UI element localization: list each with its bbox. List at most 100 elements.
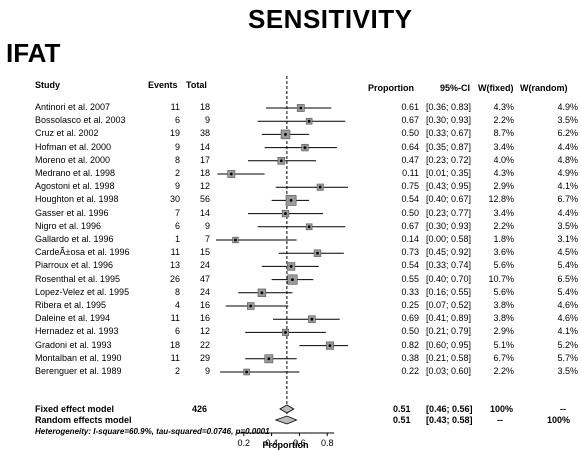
row-study: Gallardo et al. 1996: [35, 234, 114, 244]
row-ci: [0.36; 0.83]: [426, 102, 472, 112]
row-wfixed: 6.7%: [493, 352, 514, 363]
point-estimate: [260, 291, 264, 295]
point-estimate: [307, 225, 311, 229]
row-total: 18: [199, 102, 210, 112]
point-estimate: [299, 106, 303, 110]
row-wfixed: 4.0%: [493, 154, 514, 165]
row-events: 6: [174, 115, 180, 126]
point-estimate: [307, 119, 311, 123]
row-wfixed: 5.6%: [493, 286, 514, 297]
row-proportion: 0.14: [401, 234, 419, 244]
row-wrandom: 6.7%: [557, 194, 578, 205]
row-events: 11: [170, 102, 180, 112]
point-estimate: [249, 304, 253, 308]
row-wrandom: 6.5%: [557, 273, 578, 284]
row-wrandom: 3.5%: [557, 115, 578, 126]
row-wrandom: 4.6%: [557, 300, 578, 310]
row-proportion: 0.73: [401, 247, 419, 258]
row-wfixed: 2.9%: [493, 326, 514, 337]
x-tick-label: 0.8: [321, 438, 334, 448]
row-study: Ribera et al. 1995: [35, 300, 107, 310]
row-study: Gasser et al. 1996: [35, 207, 109, 218]
row-events: 2: [174, 366, 180, 376]
point-estimate: [310, 317, 314, 321]
point-estimate: [303, 146, 307, 150]
row-proportion: 0.50: [401, 207, 419, 218]
row-total: 16: [199, 313, 210, 324]
row-study: Moreno et al. 2000: [35, 154, 111, 165]
row-wfixed: 1.8%: [493, 234, 514, 244]
row-proportion: 0.54: [401, 194, 419, 205]
header-study: Study: [35, 80, 61, 90]
row-ci: [0.41; 0.89]: [426, 313, 472, 324]
row-total: 12: [199, 326, 210, 337]
row-ci: [0.40; 0.70]: [426, 273, 472, 284]
row-study: CardeÃ±osa et al. 1996: [35, 247, 130, 258]
row-wrandom: 4.1%: [557, 181, 578, 192]
row-study: Daleine et al. 1994: [35, 313, 111, 324]
row-total: 22: [199, 339, 210, 350]
chart-subtitle: IFAT: [6, 38, 61, 68]
row-proportion: 0.69: [401, 313, 419, 324]
row-study: Rosenthal et al. 1995: [35, 273, 121, 284]
row-wfixed: 8.7%: [493, 128, 514, 139]
row-study: Bossolasco et al. 2003: [35, 115, 126, 126]
row-wfixed: 2.2%: [493, 366, 514, 376]
row-events: 8: [174, 286, 180, 297]
row-proportion: 0.64: [401, 141, 419, 152]
row-wrandom: 4.6%: [557, 313, 578, 324]
row-study: Piarroux et al. 1996: [35, 260, 114, 271]
row-study: Gradoni et al. 1993: [35, 339, 112, 350]
row-study: Nigro et al. 1996: [35, 220, 102, 231]
row-proportion: 0.75: [401, 181, 419, 192]
row-wrandom: 4.9%: [557, 168, 578, 178]
row-total: 56: [199, 194, 210, 205]
fixed-wfixed: 100%: [490, 404, 514, 414]
random-proportion: 0.51: [393, 415, 411, 425]
row-events: 19: [169, 128, 180, 139]
fixed-proportion: 0.51: [393, 404, 411, 414]
row-study: Medrano et al. 1998: [35, 168, 116, 178]
row-wfixed: 3.4%: [493, 141, 514, 152]
point-estimate: [289, 265, 293, 268]
row-events: 8: [174, 154, 180, 165]
row-events: 6: [174, 326, 180, 337]
header-wfixed: W(fixed): [478, 83, 514, 93]
point-estimate: [291, 278, 294, 281]
row-wrandom: 3.1%: [557, 234, 578, 244]
row-ci: [0.23; 0.77]: [426, 207, 472, 218]
row-events: 18: [169, 339, 180, 350]
row-ci: [0.07; 0.52]: [426, 300, 472, 310]
row-events: 30: [169, 194, 180, 205]
row-wrandom: 4.8%: [557, 154, 578, 165]
fixed-label: Fixed effect model: [35, 404, 115, 414]
row-total: 7: [204, 234, 210, 244]
row-proportion: 0.61: [401, 102, 419, 112]
random-wrandom: 100%: [547, 415, 571, 425]
point-estimate: [328, 344, 332, 347]
row-proportion: 0.33: [401, 286, 419, 297]
point-estimate: [245, 370, 248, 374]
row-total: 47: [199, 273, 210, 284]
row-wfixed: 5.1%: [493, 339, 514, 350]
row-total: 15: [199, 247, 210, 258]
row-wrandom: 4.4%: [557, 207, 578, 218]
row-wrandom: 4.1%: [557, 326, 578, 337]
row-wfixed: 4.3%: [493, 168, 514, 178]
row-events: 11: [170, 313, 180, 324]
row-proportion: 0.11: [402, 168, 419, 178]
row-ci: [0.35; 0.87]: [426, 141, 472, 152]
row-total: 9: [204, 220, 210, 231]
row-ci: [0.30; 0.93]: [426, 115, 472, 126]
row-study: Berenguer et al. 1989: [35, 366, 122, 376]
random-ci: [0.43; 0.58]: [426, 415, 473, 425]
point-estimate: [229, 172, 233, 176]
point-estimate: [267, 357, 271, 361]
row-events: 26: [169, 273, 180, 284]
x-tick-label: 0.6: [293, 438, 306, 448]
row-wrandom: 5.7%: [557, 352, 578, 363]
summary-diamond: [274, 415, 298, 425]
row-total: 18: [199, 168, 210, 178]
x-tick-label: 0.2: [238, 438, 251, 448]
row-total: 14: [199, 141, 210, 152]
